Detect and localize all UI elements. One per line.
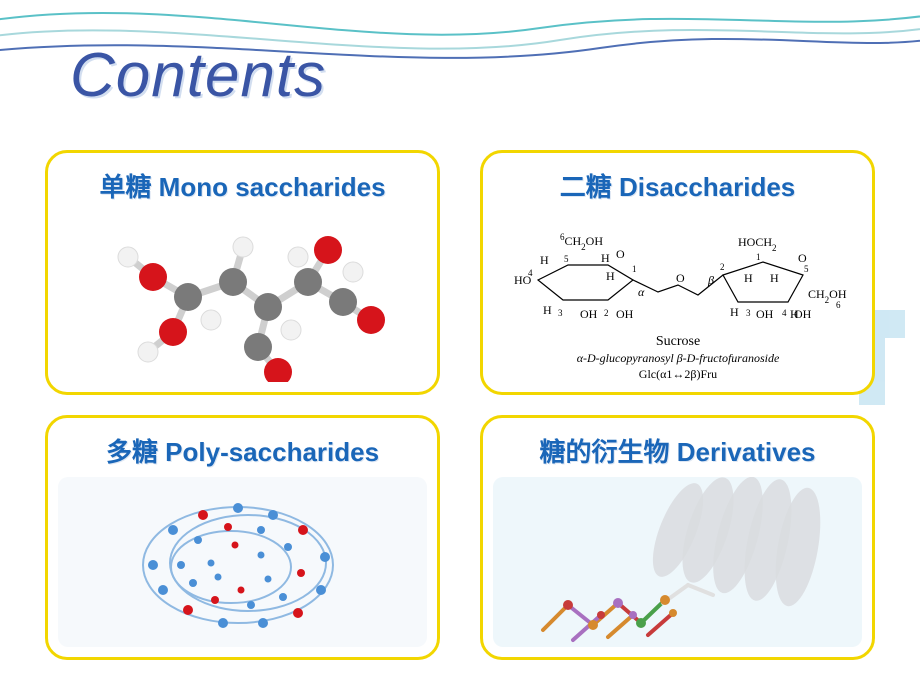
svg-text:H: H — [601, 251, 610, 265]
svg-text:OH: OH — [616, 307, 634, 321]
svg-text:CH2OH: CH2OH — [808, 287, 847, 305]
card-title-poly: 多糖 Poly-saccharides — [106, 432, 379, 469]
card-image-mono — [58, 212, 427, 382]
svg-text:α: α — [638, 285, 645, 299]
card-title-mono: 单糖 Mono saccharides — [99, 167, 385, 204]
card-title-di: 二糖 Disaccharides — [560, 167, 796, 204]
svg-text:4: 4 — [782, 308, 787, 318]
svg-text:2: 2 — [720, 262, 725, 272]
svg-text:HOCH2: HOCH2 — [738, 235, 777, 253]
svg-text:H: H — [540, 253, 549, 267]
card-disaccharides[interactable]: 二糖 Disaccharides 6CH2OH 5 H 4 HO — [480, 150, 875, 395]
card-monosaccharides[interactable]: 单糖 Mono saccharides — [45, 150, 440, 395]
svg-text:H: H — [770, 271, 779, 285]
svg-text:O: O — [616, 247, 625, 261]
svg-text:HO: HO — [514, 273, 532, 287]
card-image-deriv — [493, 477, 862, 647]
svg-text:2: 2 — [604, 308, 609, 318]
svg-text:H: H — [730, 305, 739, 319]
svg-text:5: 5 — [804, 264, 809, 274]
page-title: Contents — [70, 40, 326, 111]
svg-text:1: 1 — [632, 264, 637, 274]
svg-text:5: 5 — [564, 254, 569, 264]
compound-line2: α-D-glucopyranosyl β-D-fructofuranoside — [576, 351, 779, 365]
compound-line3: Glc(α1↔2β)Fru — [638, 367, 716, 381]
contents-grid: 单糖 Mono saccharides — [45, 150, 875, 660]
svg-text:H: H — [606, 269, 615, 283]
compound-name: Sucrose — [655, 334, 699, 349]
svg-text:OH: OH — [580, 307, 598, 321]
svg-text:O: O — [676, 271, 685, 285]
card-image-poly — [58, 477, 427, 647]
svg-text:3: 3 — [746, 308, 751, 318]
svg-text:6CH2OH: 6CH2OH — [560, 232, 603, 252]
svg-text:1: 1 — [756, 252, 761, 262]
card-polysaccharides[interactable]: 多糖 Poly-saccharides — [45, 415, 440, 660]
svg-text:3: 3 — [558, 308, 563, 318]
svg-text:H: H — [744, 271, 753, 285]
card-image-di: 6CH2OH 5 H 4 HO H 3 OH 2 OH 1 α H O H O — [493, 212, 862, 382]
svg-text:OH: OH — [794, 307, 812, 321]
svg-text:H: H — [543, 303, 552, 317]
card-title-deriv: 糖的衍生物 Derivatives — [540, 432, 816, 469]
svg-text:OH: OH — [756, 307, 774, 321]
svg-text:O: O — [798, 251, 807, 265]
svg-text:β: β — [707, 273, 714, 287]
card-derivatives[interactable]: 糖的衍生物 Derivatives — [480, 415, 875, 660]
svg-text:6: 6 — [836, 300, 841, 310]
